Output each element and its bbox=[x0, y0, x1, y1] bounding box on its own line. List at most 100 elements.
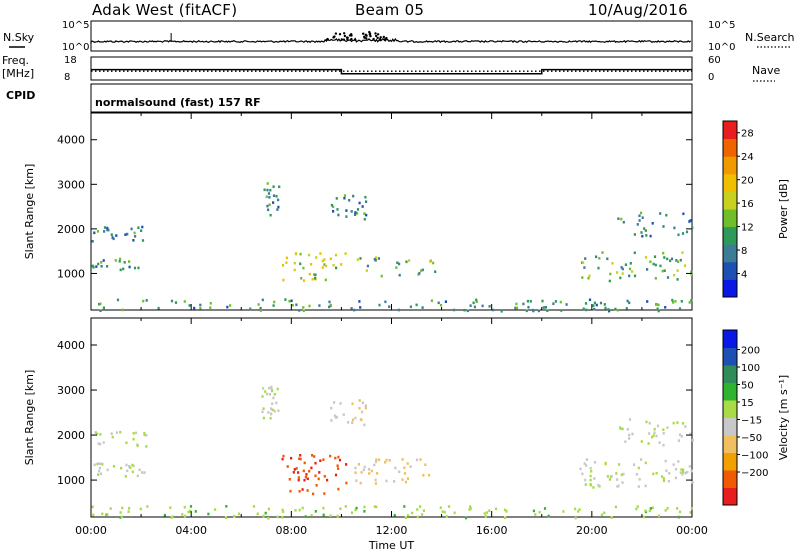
velocity-echo-cell bbox=[350, 511, 354, 514]
velocity-echo-cell bbox=[143, 471, 146, 474]
power-echo-cell bbox=[654, 277, 657, 280]
velocity-echo-cell bbox=[679, 471, 682, 474]
beam-title: Beam 05 bbox=[355, 1, 425, 19]
velocity-echo-cell bbox=[261, 410, 264, 414]
velocity-echo-cell bbox=[401, 458, 404, 461]
velocity-echo-cell bbox=[388, 459, 391, 462]
velocity-echo-cell bbox=[363, 510, 366, 513]
power-echo-cell bbox=[681, 251, 684, 254]
power-echo-cell bbox=[249, 307, 252, 311]
velocity-echo-cell bbox=[419, 458, 422, 461]
velocity-echo-cell bbox=[337, 455, 340, 459]
velocity-echo-cell bbox=[574, 516, 577, 520]
search-noise-point bbox=[342, 38, 346, 41]
power-echo-cell bbox=[266, 188, 269, 192]
velocity-colorbar-ticklabel: 100 bbox=[741, 363, 760, 374]
power-echo-cell bbox=[115, 234, 118, 237]
velocity-echo-cell bbox=[648, 509, 651, 513]
power-echo-cell bbox=[97, 262, 100, 266]
power-echo-cell bbox=[145, 299, 148, 302]
velocity-echo-cell bbox=[658, 441, 661, 444]
velocity-echo-cell bbox=[183, 514, 187, 518]
power-echo-cell bbox=[302, 279, 306, 282]
search-noise-point bbox=[334, 32, 338, 35]
power-echo-cell bbox=[588, 298, 592, 302]
velocity-echo-cell bbox=[621, 427, 624, 431]
velocity-echo-cell bbox=[597, 483, 600, 487]
velocity-echo-cell bbox=[354, 471, 357, 474]
velocity-colorbar-swatch bbox=[723, 452, 737, 471]
power-echo-cell bbox=[314, 273, 317, 277]
power-echo-cell bbox=[365, 200, 368, 203]
velocity-echo-cell bbox=[355, 506, 358, 510]
velocity-echo-cell bbox=[351, 402, 354, 405]
power-echo-cell bbox=[409, 305, 412, 309]
power-echo-cell bbox=[488, 305, 491, 308]
power-echo-cell bbox=[653, 255, 657, 258]
power-echo-cell bbox=[110, 233, 113, 236]
velocity-echo-cell bbox=[668, 471, 671, 475]
velocity-echo-cell bbox=[655, 471, 658, 475]
velocity-echo-cell bbox=[120, 515, 123, 519]
velocity-echo-cell bbox=[145, 445, 148, 448]
power-colorbar-swatch bbox=[723, 209, 737, 228]
velocity-echo-cell bbox=[111, 435, 114, 439]
cpid-panel-frame bbox=[90, 83, 693, 113]
power-colorbar-frame bbox=[722, 120, 738, 298]
power-echo-cell bbox=[689, 219, 692, 222]
velocity-echo-cell bbox=[97, 473, 100, 476]
power-echo-cell bbox=[466, 309, 469, 313]
power-echo-cell bbox=[363, 212, 366, 215]
velocity-echo-cell bbox=[656, 424, 660, 428]
power-echo-cell bbox=[356, 258, 359, 261]
velocity-echo-cell bbox=[662, 428, 665, 431]
velocity-echo-cell bbox=[361, 401, 364, 405]
velocity-echo-cell bbox=[626, 428, 629, 431]
power-echo-cell bbox=[300, 277, 303, 280]
power-echo-cell bbox=[676, 269, 679, 272]
power-colorbar-ticklabel: 16 bbox=[741, 199, 754, 210]
velocity-echo-cell bbox=[109, 507, 112, 510]
velocity-echo-cell bbox=[272, 396, 275, 400]
velocity-echo-cell bbox=[562, 510, 565, 513]
velocity-echo-cell bbox=[439, 506, 442, 509]
velocity-echo-cell bbox=[110, 432, 113, 435]
power-echo-cell bbox=[345, 215, 348, 218]
power-echo-cell bbox=[259, 309, 262, 312]
velocity-echo-cell bbox=[363, 465, 366, 469]
power-echo-cell bbox=[126, 232, 129, 236]
velocity-echo-cell bbox=[351, 418, 355, 422]
power-echo-cell bbox=[324, 278, 327, 282]
velocity-echo-cell bbox=[264, 390, 267, 393]
velocity-echo-cell bbox=[606, 475, 609, 478]
power-echo-cell bbox=[319, 252, 322, 255]
velocity-echo-cell bbox=[642, 515, 645, 519]
velocity-echo-cell bbox=[577, 510, 580, 513]
power-echo-cell bbox=[463, 308, 466, 312]
power-echo-cell bbox=[282, 278, 285, 282]
sky-noise-line bbox=[90, 37, 692, 44]
velocity-echo-cell bbox=[293, 468, 296, 471]
velocity-echo-cell bbox=[299, 457, 302, 461]
velocity-echo-cell bbox=[421, 513, 424, 516]
velocity-echo-cell bbox=[181, 513, 184, 516]
power-echo-cell bbox=[103, 230, 106, 233]
velocity-echo-cell bbox=[334, 473, 338, 477]
velocity-echo-cell bbox=[344, 505, 347, 508]
power-echo-cell bbox=[677, 260, 680, 264]
velocity-echo-cell bbox=[294, 509, 297, 512]
velocity-echo-cell bbox=[189, 505, 193, 508]
velocity-echo-cell bbox=[276, 387, 279, 391]
velocity-echo-cell bbox=[682, 468, 685, 472]
velocity-echo-cell bbox=[262, 416, 265, 420]
power-echo-cell bbox=[430, 299, 433, 302]
velocity-echo-cell bbox=[99, 472, 102, 476]
power-echo-cell bbox=[119, 268, 122, 272]
power-echo-cell bbox=[318, 304, 321, 307]
velocity-echo-cell bbox=[306, 489, 309, 492]
power-echo-cell bbox=[628, 267, 632, 271]
velocity-echo-cell bbox=[681, 473, 684, 476]
velocity-echo-cell bbox=[313, 455, 316, 458]
power-echo-cell bbox=[384, 300, 387, 304]
velocity-echo-cell bbox=[428, 473, 431, 477]
